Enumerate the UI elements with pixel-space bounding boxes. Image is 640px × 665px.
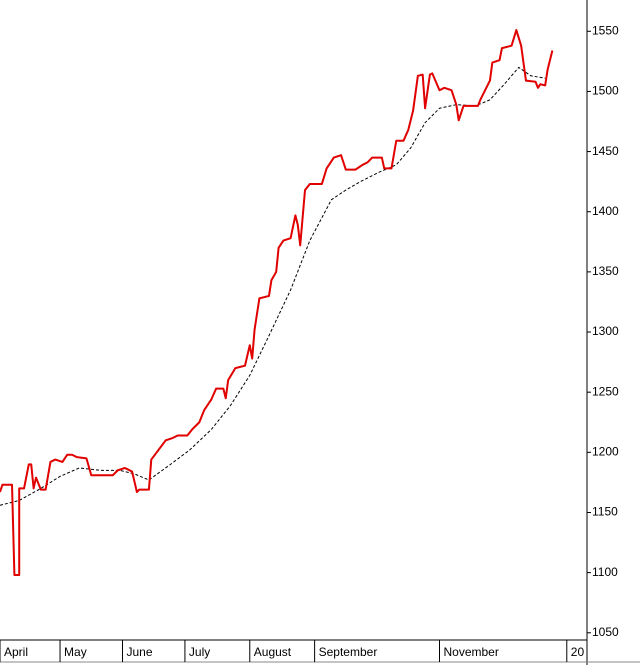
y-tick-label: 1100 (592, 565, 618, 579)
y-tick-label: 1150 (592, 505, 618, 519)
x-tick-label: June (126, 645, 152, 659)
price-line (0, 66, 546, 506)
x-tick-label: 20 (571, 645, 585, 659)
y-tick-label: 1500 (592, 84, 619, 98)
x-tick-label: July (189, 645, 210, 659)
y-tick-label: 1450 (592, 144, 619, 158)
x-tick-label: April (4, 645, 28, 659)
y-tick-label: 1300 (592, 324, 619, 338)
y-tick-label: 1200 (592, 445, 619, 459)
x-tick-label: September (319, 645, 378, 659)
y-tick-label: 1550 (592, 23, 619, 37)
y-tick-label: 1250 (592, 384, 619, 398)
price-line (0, 29, 554, 577)
y-tick-label: 1050 (592, 625, 619, 639)
x-tick-label: May (64, 645, 87, 659)
x-tick-label: August (254, 645, 292, 659)
y-tick-label: 1350 (592, 264, 619, 278)
y-tick-label: 1400 (592, 204, 619, 218)
x-tick-label: November (444, 645, 499, 659)
